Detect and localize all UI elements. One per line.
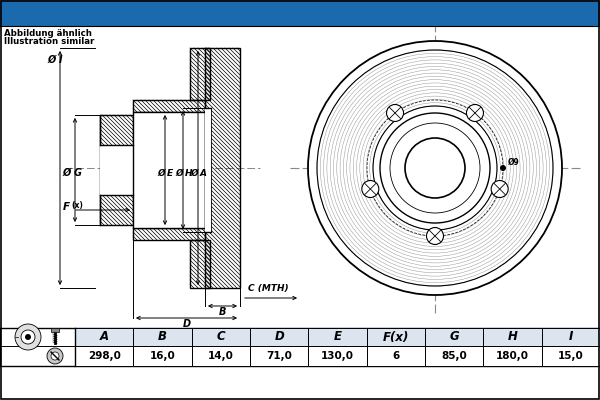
Bar bbox=[133, 346, 191, 366]
Text: I: I bbox=[59, 55, 62, 65]
Text: F(x): F(x) bbox=[383, 330, 409, 344]
Bar bbox=[484, 346, 542, 366]
Text: B: B bbox=[158, 330, 167, 344]
Bar bbox=[205, 108, 211, 232]
Text: 15,0: 15,0 bbox=[558, 351, 584, 361]
Bar bbox=[367, 346, 425, 366]
Bar bbox=[425, 346, 484, 366]
Bar bbox=[190, 240, 210, 288]
Text: Illustration similar: Illustration similar bbox=[4, 37, 94, 46]
Bar bbox=[367, 328, 425, 346]
Text: G: G bbox=[449, 330, 459, 344]
Text: A: A bbox=[200, 168, 207, 178]
Circle shape bbox=[500, 165, 506, 171]
Text: H: H bbox=[185, 168, 193, 178]
Bar bbox=[0, 0, 600, 26]
Circle shape bbox=[362, 180, 379, 198]
Bar bbox=[51, 328, 59, 332]
Text: I: I bbox=[569, 330, 573, 344]
Circle shape bbox=[466, 104, 484, 122]
Text: 24.0116-0121.1: 24.0116-0121.1 bbox=[112, 4, 258, 22]
Text: E: E bbox=[334, 330, 341, 344]
Text: 71,0: 71,0 bbox=[266, 351, 292, 361]
Text: C: C bbox=[217, 330, 225, 344]
Bar bbox=[190, 48, 210, 100]
Bar bbox=[308, 346, 367, 366]
Bar bbox=[425, 328, 484, 346]
Bar bbox=[75, 346, 133, 366]
Text: F: F bbox=[63, 202, 70, 212]
Text: (x): (x) bbox=[71, 201, 83, 210]
Text: 416121: 416121 bbox=[355, 4, 425, 22]
Bar bbox=[0, 328, 600, 366]
Bar bbox=[133, 328, 191, 346]
Bar bbox=[100, 115, 133, 225]
Bar bbox=[250, 346, 308, 366]
Bar bbox=[191, 346, 250, 366]
Circle shape bbox=[15, 324, 41, 350]
Bar bbox=[542, 346, 600, 366]
Text: 85,0: 85,0 bbox=[441, 351, 467, 361]
Text: Ø: Ø bbox=[175, 168, 183, 178]
Bar bbox=[75, 328, 133, 346]
Text: E: E bbox=[167, 168, 173, 178]
Bar bbox=[484, 328, 542, 346]
Circle shape bbox=[21, 330, 35, 344]
Text: 14,0: 14,0 bbox=[208, 351, 234, 361]
Text: 16,0: 16,0 bbox=[149, 351, 175, 361]
Text: H: H bbox=[508, 330, 517, 344]
Text: G: G bbox=[74, 168, 82, 178]
Bar bbox=[542, 328, 600, 346]
Circle shape bbox=[25, 334, 31, 340]
Text: D: D bbox=[182, 319, 191, 329]
Text: 180,0: 180,0 bbox=[496, 351, 529, 361]
Circle shape bbox=[427, 228, 443, 244]
Text: C (MTH): C (MTH) bbox=[248, 284, 289, 293]
Text: 6: 6 bbox=[392, 351, 400, 361]
Circle shape bbox=[405, 138, 465, 198]
Circle shape bbox=[491, 180, 508, 198]
Bar bbox=[250, 328, 308, 346]
Bar bbox=[100, 145, 133, 195]
Text: Ø: Ø bbox=[48, 55, 56, 65]
Text: Ø9: Ø9 bbox=[508, 158, 520, 166]
Text: D: D bbox=[274, 330, 284, 344]
Circle shape bbox=[308, 41, 562, 295]
Circle shape bbox=[390, 123, 480, 213]
Text: A: A bbox=[100, 330, 109, 344]
Text: 298,0: 298,0 bbox=[88, 351, 121, 361]
Circle shape bbox=[386, 104, 404, 122]
Text: Ø: Ø bbox=[157, 168, 165, 178]
Text: Abbildung ähnlich: Abbildung ähnlich bbox=[4, 29, 92, 38]
Text: Ø: Ø bbox=[190, 168, 198, 178]
Bar bbox=[133, 228, 205, 240]
Text: Ø: Ø bbox=[63, 168, 71, 178]
Text: 130,0: 130,0 bbox=[321, 351, 354, 361]
Bar bbox=[308, 328, 367, 346]
Circle shape bbox=[47, 348, 63, 364]
Bar bbox=[133, 112, 205, 228]
Circle shape bbox=[51, 352, 59, 360]
Bar bbox=[133, 100, 205, 112]
Text: B: B bbox=[219, 307, 226, 317]
Bar bbox=[191, 328, 250, 346]
Circle shape bbox=[380, 113, 490, 223]
Bar bbox=[205, 48, 240, 288]
